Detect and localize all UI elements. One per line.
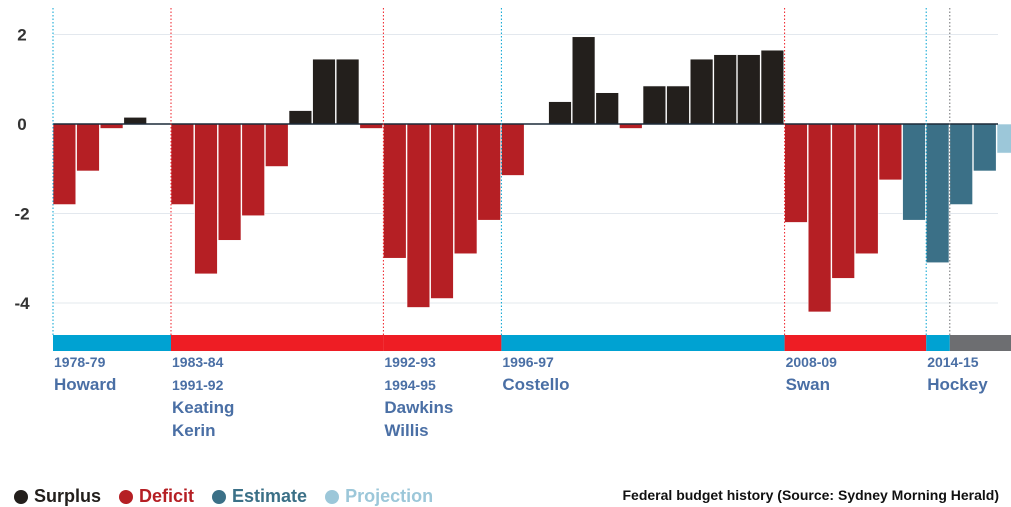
legend-deficit: Deficit [119, 486, 194, 507]
bar-surplus [548, 101, 572, 125]
bar-deficit [265, 123, 289, 167]
treasurer-name: Keating [172, 398, 234, 417]
legend-projection: Projection [325, 486, 433, 507]
bar-deficit [170, 123, 195, 205]
bar-projection [996, 123, 1011, 154]
bar-deficit [807, 123, 832, 313]
projection-dot-icon [325, 489, 340, 504]
legend-deficit-label: Deficit [139, 486, 195, 506]
period-label: 1994-95 [384, 377, 436, 393]
bar-surplus [595, 92, 619, 125]
bar-surplus [288, 110, 313, 125]
budget-chart: 2 0 -2 -4 1978-79 Howard 1983-84 1991-92 Keatin… [14, 8, 1011, 440]
period-label: 1996-97 [502, 354, 554, 370]
y-tick-label: 2 [17, 26, 26, 45]
source-caption: Federal budget history (Source: Sydney M… [622, 487, 1000, 503]
bars [52, 36, 1011, 313]
bar-surplus [123, 116, 147, 125]
treasurer-name: Howard [54, 375, 116, 394]
bar-estimate [973, 123, 997, 172]
legend-surplus: Surplus [14, 486, 101, 507]
treasurer-name: Swan [786, 375, 830, 394]
treasurer-name: Dawkins [384, 398, 453, 417]
bar-deficit [406, 123, 431, 308]
bar-estimate [925, 123, 950, 264]
bar-surplus [689, 58, 714, 125]
y-axis: 2 0 -2 -4 [14, 26, 998, 313]
y-tick-label: -4 [14, 294, 30, 313]
bar-surplus [666, 85, 690, 125]
treasurer-name: Willis [384, 421, 428, 440]
y-tick-label: 0 [17, 115, 26, 134]
period-label: 2014-15 [927, 354, 979, 370]
period-label: 1978-79 [54, 354, 106, 370]
bar-deficit [241, 123, 265, 217]
bar-deficit [831, 123, 855, 279]
deficit-dot-icon [119, 489, 134, 504]
bar-surplus [737, 54, 761, 125]
y-tick-label: -2 [14, 205, 29, 224]
treasurer-name: Kerin [172, 421, 215, 440]
bar-deficit [784, 123, 808, 223]
legend-projection-label: Projection [345, 486, 434, 506]
bar-deficit [383, 123, 407, 259]
legend: Surplus Deficit Estimate Projection [14, 486, 433, 507]
treasurer-name: Hockey [927, 375, 988, 394]
surplus-dot-icon [14, 489, 28, 504]
band-coalition [501, 335, 785, 351]
period-label: 1983-84 [172, 354, 224, 370]
estimate-dot-icon [212, 489, 227, 504]
bar-surplus [713, 54, 737, 125]
band-labor [784, 335, 927, 351]
legend-estimate-label: Estimate [232, 486, 308, 506]
bar-deficit [52, 123, 77, 205]
bar-deficit [477, 123, 501, 221]
band-coalition [53, 335, 171, 351]
band-labor [383, 335, 502, 351]
bar-surplus [312, 58, 336, 125]
treasurer-name: Costello [502, 375, 569, 394]
bar-estimate [949, 123, 973, 205]
band-none [949, 335, 1011, 351]
bar-deficit [855, 123, 879, 255]
bar-deficit [76, 123, 100, 172]
bar-deficit [501, 123, 525, 176]
treasurer-labels: 1978-79 Howard 1983-84 1991-92 Keating Kerin 1… [54, 354, 988, 440]
bar-deficit [430, 123, 454, 299]
period-label: 1991-92 [172, 377, 224, 393]
bar-surplus [642, 85, 667, 125]
bar-estimate [902, 123, 926, 221]
bar-deficit [217, 123, 242, 241]
legend-estimate: Estimate [212, 486, 307, 507]
bar-surplus [760, 49, 785, 125]
bar-deficit [878, 123, 903, 181]
period-label: 1992-93 [384, 354, 436, 370]
band-labor [171, 335, 384, 351]
bar-surplus [571, 36, 596, 125]
bar-deficit [453, 123, 478, 255]
bar-deficit [194, 123, 218, 275]
period-label: 2008-09 [786, 354, 838, 370]
band-coalition [926, 335, 950, 351]
bar-surplus [335, 58, 360, 125]
legend-surplus-label: Surplus [34, 486, 102, 506]
party-bands [53, 335, 1011, 351]
